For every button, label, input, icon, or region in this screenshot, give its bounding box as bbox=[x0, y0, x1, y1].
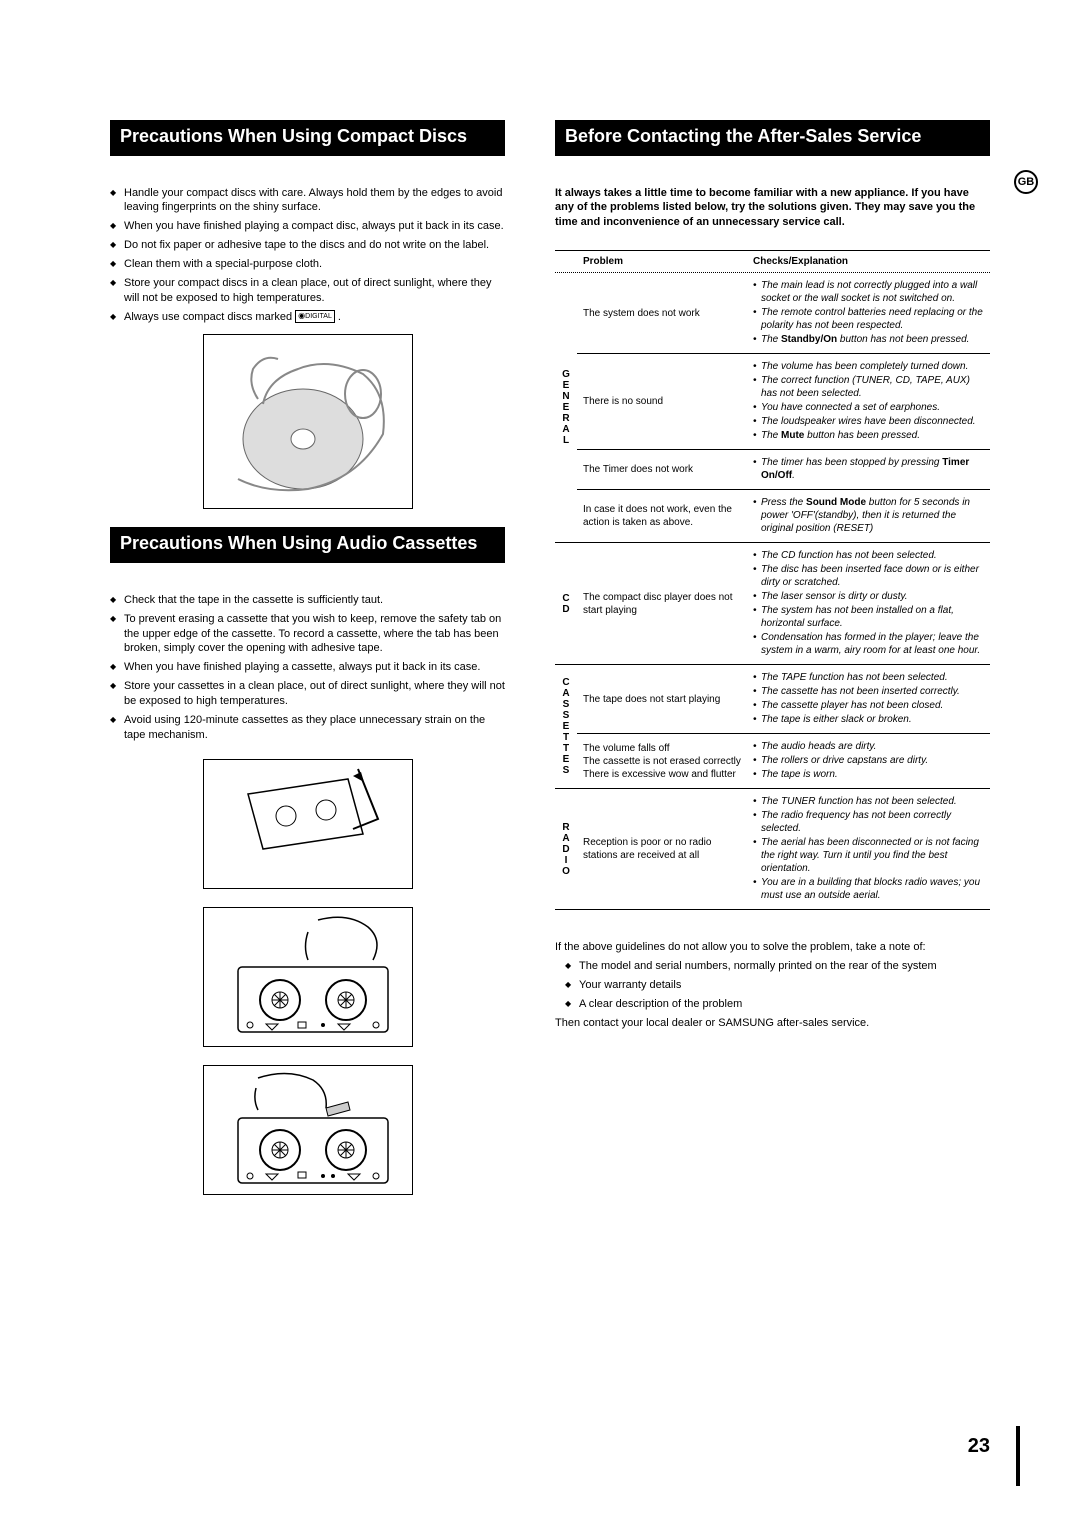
checks-cell: •The TAPE function has not been selected… bbox=[747, 665, 990, 733]
header-problem: Problem bbox=[577, 251, 747, 272]
header-checks: Checks/Explanation bbox=[747, 251, 990, 272]
footer-closing: Then contact your local dealer or SAMSUN… bbox=[555, 1016, 990, 1031]
cd-illustration bbox=[203, 334, 413, 509]
table-row: In case it does not work, even the actio… bbox=[577, 490, 990, 542]
checks-cell: •The timer has been stopped by pressing … bbox=[747, 450, 990, 489]
section-header-cd: Precautions When Using Compact Discs bbox=[110, 120, 505, 156]
cassette-illustration-2 bbox=[203, 907, 413, 1047]
bullet-item: ◆When you have finished playing a compac… bbox=[110, 219, 505, 234]
checks-cell: •The CD function has not been selected.•… bbox=[747, 543, 990, 664]
intro-text: It always takes a little time to become … bbox=[555, 186, 990, 231]
table-row: The volume falls offThe cassette is not … bbox=[577, 734, 990, 788]
bullet-item: ◆Clean them with a special-purpose cloth… bbox=[110, 257, 505, 272]
problem-cell: The Timer does not work bbox=[577, 450, 747, 489]
gb-badge: GB bbox=[1014, 170, 1038, 194]
bullet-item: ◆Store your compact discs in a clean pla… bbox=[110, 276, 505, 306]
troubleshooting-table: Problem Checks/Explanation GENERALThe sy… bbox=[555, 250, 990, 910]
bullet-item: ◆Store your cassettes in a clean place, … bbox=[110, 679, 505, 709]
footer-item: ◆Your warranty details bbox=[565, 978, 990, 993]
bullet-item: ◆To prevent erasing a cassette that you … bbox=[110, 612, 505, 657]
footer-item: ◆A clear description of the problem bbox=[565, 997, 990, 1012]
table-group: CDThe compact disc player does not start… bbox=[555, 543, 990, 665]
category-label: CASSETTES bbox=[555, 665, 577, 788]
table-row: The tape does not start playing•The TAPE… bbox=[577, 665, 990, 734]
checks-cell: •The TUNER function has not been selecte… bbox=[747, 789, 990, 909]
checks-cell: •Press the Sound Mode button for 5 secon… bbox=[747, 490, 990, 542]
category-label: GENERAL bbox=[555, 273, 577, 542]
footer-lead: If the above guidelines do not allow you… bbox=[555, 940, 990, 955]
bullet-item: ◆Do not fix paper or adhesive tape to th… bbox=[110, 238, 505, 253]
page-number: 23 bbox=[968, 1435, 990, 1458]
bullet-item: ◆When you have finished playing a casset… bbox=[110, 660, 505, 675]
table-row: Reception is poor or no radio stations a… bbox=[577, 789, 990, 909]
checks-cell: •The main lead is not correctly plugged … bbox=[747, 273, 990, 353]
footer-block: If the above guidelines do not allow you… bbox=[555, 940, 990, 1030]
table-group: CASSETTESThe tape does not start playing… bbox=[555, 665, 990, 789]
table-group: RADIOReception is poor or no radio stati… bbox=[555, 789, 990, 910]
section-header-cassette: Precautions When Using Audio Cassettes bbox=[110, 527, 505, 563]
problem-cell: The compact disc player does not start p… bbox=[577, 543, 747, 664]
right-column: Before Contacting the After-Sales Servic… bbox=[555, 120, 990, 1213]
checks-cell: •The audio heads are dirty.•The rollers … bbox=[747, 734, 990, 788]
checks-cell: •The volume has been completely turned d… bbox=[747, 354, 990, 449]
left-column: Precautions When Using Compact Discs ◆Ha… bbox=[110, 120, 505, 1213]
problem-cell: The system does not work bbox=[577, 273, 747, 353]
bullet-item: ◆Check that the tape in the cassette is … bbox=[110, 593, 505, 608]
cassette-precautions-list: ◆Check that the tape in the cassette is … bbox=[110, 593, 505, 743]
table-row: There is no sound•The volume has been co… bbox=[577, 354, 990, 450]
table-header: Problem Checks/Explanation bbox=[555, 250, 990, 273]
table-row: The system does not work•The main lead i… bbox=[577, 273, 990, 354]
problem-cell: The tape does not start playing bbox=[577, 665, 747, 733]
cd-precautions-list: ◆Handle your compact discs with care. Al… bbox=[110, 186, 505, 325]
section-header-service: Before Contacting the After-Sales Servic… bbox=[555, 120, 990, 156]
bullet-item: ◆Always use compact discs marked ◉DIGITA… bbox=[110, 310, 505, 325]
problem-cell: In case it does not work, even the actio… bbox=[577, 490, 747, 542]
footer-item: ◆The model and serial numbers, normally … bbox=[565, 959, 990, 974]
problem-cell: There is no sound bbox=[577, 354, 747, 449]
page-bar bbox=[1016, 1426, 1020, 1486]
bullet-item: ◆Avoid using 120-minute cassettes as the… bbox=[110, 713, 505, 743]
page-content: Precautions When Using Compact Discs ◆Ha… bbox=[110, 120, 990, 1213]
problem-cell: Reception is poor or no radio stations a… bbox=[577, 789, 747, 909]
table-row: The Timer does not work•The timer has be… bbox=[577, 450, 990, 490]
category-label: RADIO bbox=[555, 789, 577, 909]
bullet-item: ◆Handle your compact discs with care. Al… bbox=[110, 186, 505, 216]
cassette-illustration-1 bbox=[203, 759, 413, 889]
cassette-illustration-3 bbox=[203, 1065, 413, 1195]
table-group: GENERALThe system does not work•The main… bbox=[555, 273, 990, 543]
table-row: The compact disc player does not start p… bbox=[577, 543, 990, 664]
category-label: CD bbox=[555, 543, 577, 664]
problem-cell: The volume falls offThe cassette is not … bbox=[577, 734, 747, 788]
